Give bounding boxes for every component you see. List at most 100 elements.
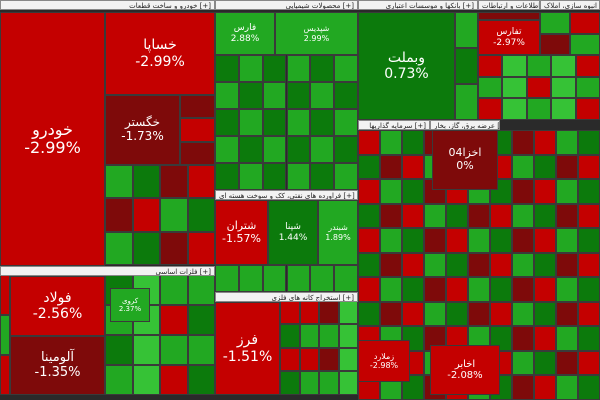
sector-header[interactable]: فراورده های نفتی، کک و سوخت هسته ای [+] [215,190,358,200]
stock-tile[interactable]: فارس 2.88% [215,12,275,55]
stock-cell [262,55,287,82]
stock-cell [338,347,358,372]
sector-header[interactable]: بانکها و موسسات اعتباری [+] [358,0,478,10]
stock-cell [160,198,188,232]
tile-name: شبندر [328,223,348,233]
stock-cell [570,33,600,55]
tile-name: وبملت [387,49,426,66]
stock-tile[interactable]: آلومینا -1.35% [10,336,105,395]
stock-cell [215,136,239,163]
sector-header[interactable]: خودرو و ساخت قطعات [+] [0,0,215,10]
stock-cell [132,165,160,199]
stock-cell [556,326,578,351]
stock-cell [132,198,160,232]
stock-cell [338,300,358,324]
stock-cell [556,277,578,302]
stock-cell [468,252,490,278]
stock-cell [534,203,556,229]
stock-cell [512,375,534,400]
tile-change: -2.99% [135,53,185,70]
stock-tile[interactable]: خودرو -2.99% [0,12,105,266]
tile-change: 2.37% [118,305,142,313]
stock-tile[interactable]: اخابر -2.08% [430,345,500,395]
stock-cell [556,154,578,180]
stock-cell [380,301,402,327]
stock-cell [575,76,600,99]
stock-cell [468,203,490,229]
sector-header[interactable]: عرضه برق، گاز، بخار [+] [430,120,500,130]
tile-name: خگستر [125,115,160,130]
stock-cell [262,82,287,109]
stock-cell [402,277,424,302]
stock-cell [319,300,339,324]
stock-tile[interactable]: فولاد -2.56% [10,276,105,336]
sector-header[interactable]: سرمایه گذاریها [+] [358,120,430,130]
stock-tile[interactable]: فرز -1.51% [215,302,280,395]
stock-tile[interactable]: شپدیس 2.99% [275,12,358,55]
stock-cell [455,12,478,48]
stock-cell [424,228,446,253]
stock-cell [446,203,468,229]
stock-cell [380,179,402,204]
stock-cell [578,228,600,253]
stock-cell [446,228,468,253]
stock-cell [160,365,188,395]
stock-cell [380,130,402,155]
tile-change: -2.97% [493,37,525,48]
stock-cell [310,109,335,136]
stock-cell [490,277,512,302]
tile-change: -2.98% [369,361,399,370]
stock-cell [551,55,576,77]
stock-cell [478,76,503,99]
stock-cell [556,179,578,204]
stock-cell [578,350,600,376]
tile-name: فرز [236,332,259,349]
stock-cell [534,154,556,180]
stock-cell [0,275,10,315]
stock-cell [358,228,380,253]
stock-tile[interactable]: اخزا04 0% [432,130,498,190]
sector-header[interactable]: محصولات شیمیایی [+] [215,0,358,10]
tile-name: شپنا [285,222,301,233]
stock-cell [0,355,10,395]
stock-cell [478,12,540,20]
sector-header[interactable]: اطلاعات و ارتباطات [+] [478,0,540,10]
stock-cell [446,301,468,327]
stock-cell [180,141,215,165]
stock-cell [334,109,358,136]
stock-cell [358,130,380,155]
stock-cell [578,154,600,180]
stock-tile[interactable]: زملارد -2.98% [358,340,410,382]
stock-cell [534,326,556,351]
stock-cell [180,118,215,142]
tile-name: اخابر [454,358,476,370]
stock-cell [310,55,335,82]
stock-cell [238,163,263,190]
stock-tile[interactable]: تفارس -2.97% [478,20,540,55]
stock-tile[interactable]: کروی 2.37% [110,288,150,322]
stock-cell [424,301,446,327]
stock-cell [556,375,578,400]
stock-cell [380,228,402,253]
stock-cell [215,265,239,292]
stock-tile[interactable]: خگستر -1.73% [105,95,180,165]
sector-header[interactable]: انبوه سازی، املاک [+] [540,0,600,10]
stock-cell [358,252,380,278]
stock-cell [578,130,600,155]
stock-tile[interactable]: شبندر 1.89% [318,200,358,265]
stock-cell [238,265,263,292]
stock-cell [402,252,424,278]
stock-cell [551,98,576,120]
sector-header[interactable]: استخراج کانه های فلزی [+] [215,292,358,302]
stock-tile[interactable]: شتران -1.57% [215,200,268,265]
stock-tile[interactable]: شپنا 1.44% [268,200,318,265]
stock-tile[interactable]: وبملت 0.73% [358,12,455,120]
stock-tile[interactable]: خساپا -2.99% [105,12,215,95]
sector-header[interactable]: فلزات اساسی [+] [0,266,215,276]
stock-cell [262,163,287,190]
stock-cell [238,109,263,136]
stock-cell [502,55,527,77]
tile-change: 0% [456,159,474,172]
stock-cell [540,33,570,55]
stock-cell [556,228,578,253]
